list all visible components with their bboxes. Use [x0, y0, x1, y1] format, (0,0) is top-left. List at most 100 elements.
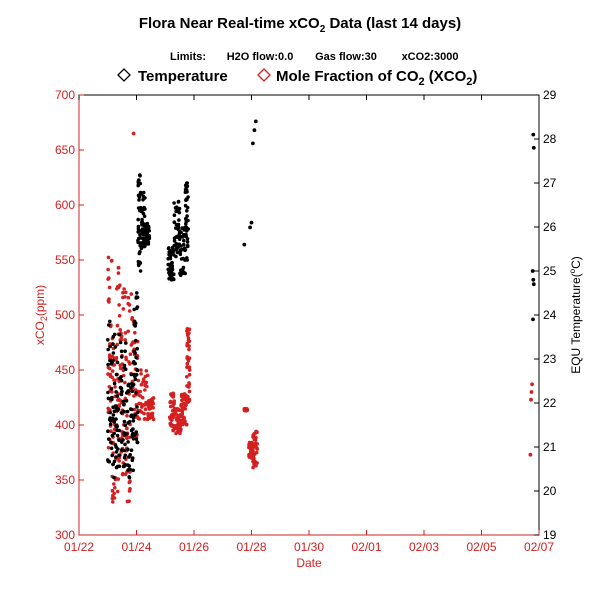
data-point	[117, 314, 122, 318]
data-point	[531, 132, 536, 137]
data-point	[130, 389, 135, 394]
data-point	[123, 380, 127, 385]
data-point	[185, 209, 189, 213]
data-point	[187, 389, 192, 394]
data-point	[173, 409, 178, 414]
data-point	[180, 268, 185, 272]
data-point	[112, 491, 116, 496]
data-point	[145, 384, 149, 389]
data-point	[132, 307, 136, 312]
data-point	[254, 464, 258, 468]
data-point	[247, 442, 251, 447]
data-point	[128, 479, 132, 484]
data-point	[133, 351, 137, 355]
data-point	[146, 413, 151, 417]
data-point	[140, 395, 145, 400]
y-left-tick-label: 350	[55, 473, 75, 487]
data-point	[113, 486, 117, 490]
data-point	[134, 373, 139, 377]
data-point	[125, 414, 129, 418]
data-point	[143, 407, 148, 412]
data-point	[141, 221, 145, 225]
data-point	[136, 240, 140, 245]
data-point	[107, 323, 111, 327]
data-point	[136, 217, 140, 222]
data-point	[127, 360, 131, 364]
data-point	[121, 409, 126, 414]
data-point	[169, 273, 173, 278]
data-point	[137, 393, 141, 397]
data-point	[182, 238, 186, 243]
data-point	[113, 404, 118, 408]
data-point	[121, 290, 125, 295]
data-point	[112, 409, 117, 414]
data-point	[109, 386, 114, 391]
data-point	[115, 394, 119, 398]
data-point	[181, 415, 186, 420]
data-point	[135, 368, 140, 373]
data-point	[123, 295, 127, 299]
data-point	[115, 489, 120, 494]
data-point	[120, 389, 124, 394]
data-point	[174, 205, 179, 209]
limits-gas: Gas flow:30	[315, 51, 377, 63]
data-point	[107, 276, 111, 280]
data-point	[185, 375, 189, 379]
data-point	[129, 428, 134, 433]
data-point	[168, 248, 173, 253]
data-point	[139, 372, 143, 376]
data-point	[115, 464, 120, 469]
data-point	[108, 410, 112, 415]
data-point	[106, 362, 110, 367]
data-point	[121, 464, 126, 469]
data-point	[115, 323, 120, 328]
data-point	[136, 378, 141, 383]
data-point	[185, 258, 189, 262]
x-tick-label: 01/24	[121, 540, 151, 554]
data-point	[141, 194, 146, 199]
data-point	[117, 303, 121, 307]
data-point	[123, 453, 128, 458]
y-right-tick-label: 19	[543, 528, 557, 542]
legend: Temperature Mole Fraction of CO2 (XCO2)	[117, 68, 477, 88]
data-point	[126, 421, 130, 425]
data-point	[253, 119, 258, 124]
data-point	[179, 404, 183, 408]
x-tick-label: 01/26	[179, 540, 209, 554]
data-point	[134, 437, 139, 441]
data-point	[169, 278, 174, 282]
data-point	[107, 408, 111, 412]
x-tick-label: 02/05	[466, 540, 496, 554]
data-point	[177, 413, 181, 418]
data-point	[146, 240, 151, 244]
data-point	[531, 282, 536, 287]
data-point	[252, 437, 257, 442]
data-point	[106, 338, 110, 342]
data-point	[116, 398, 120, 402]
data-point	[139, 410, 144, 414]
data-point	[178, 229, 182, 233]
data-point	[143, 227, 148, 232]
legend-temperature-marker	[117, 68, 131, 82]
data-point	[185, 355, 190, 359]
limits-label: Limits:	[170, 51, 206, 63]
data-point	[118, 328, 122, 332]
x-tick-label: 01/22	[64, 540, 94, 554]
data-point	[106, 390, 110, 395]
data-point	[106, 347, 110, 352]
data-point	[252, 451, 256, 455]
data-point	[185, 237, 190, 241]
data-point	[251, 433, 255, 437]
data-point	[181, 242, 186, 247]
data-point	[123, 349, 127, 354]
data-point	[183, 248, 188, 252]
plot-area	[78, 94, 540, 536]
data-point	[107, 285, 112, 290]
data-point	[130, 458, 135, 463]
data-point	[176, 427, 180, 432]
data-point	[135, 440, 140, 445]
data-point	[114, 450, 119, 454]
data-point	[251, 141, 255, 146]
data-point	[181, 226, 186, 231]
data-point	[133, 377, 138, 382]
